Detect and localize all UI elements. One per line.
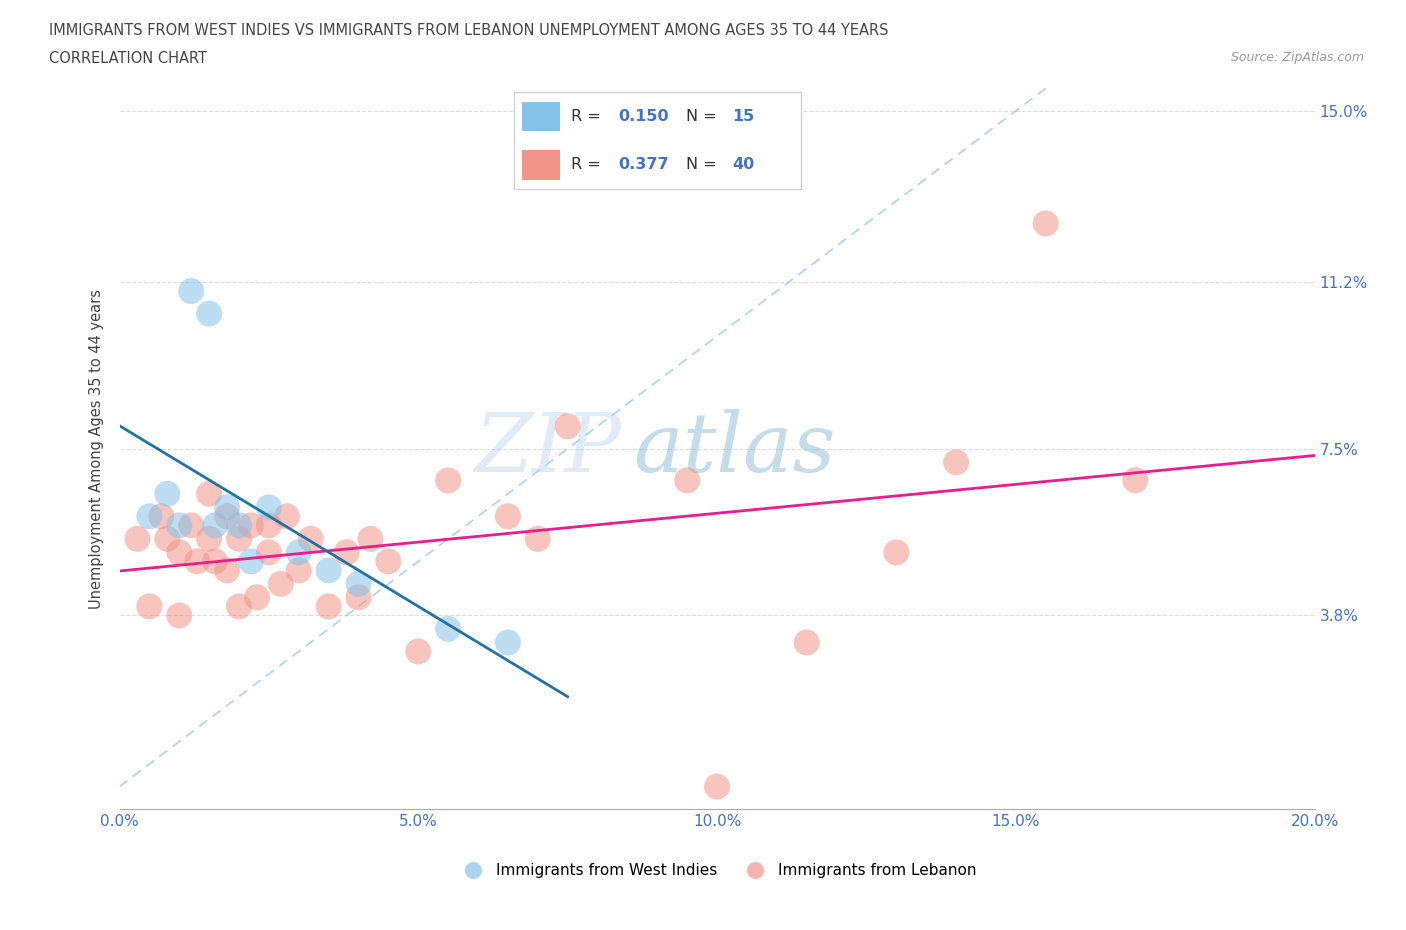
Point xyxy=(198,531,221,546)
Point xyxy=(270,577,292,591)
Point xyxy=(228,531,250,546)
Point xyxy=(198,486,221,501)
Point xyxy=(299,531,322,546)
Point xyxy=(676,472,699,487)
Point xyxy=(239,554,263,569)
Point xyxy=(287,545,309,560)
Point xyxy=(138,599,160,614)
Point xyxy=(437,621,460,636)
Text: IMMIGRANTS FROM WEST INDIES VS IMMIGRANTS FROM LEBANON UNEMPLOYMENT AMONG AGES 3: IMMIGRANTS FROM WEST INDIES VS IMMIGRANT… xyxy=(49,23,889,38)
Point xyxy=(204,554,226,569)
Legend: Immigrants from West Indies, Immigrants from Lebanon: Immigrants from West Indies, Immigrants … xyxy=(451,857,983,884)
Point xyxy=(169,545,191,560)
Text: 15: 15 xyxy=(733,109,754,124)
Point xyxy=(945,455,967,470)
Point xyxy=(186,554,208,569)
Point xyxy=(360,531,382,546)
Point xyxy=(169,518,191,533)
Point xyxy=(156,486,179,501)
Point xyxy=(217,499,239,514)
Point xyxy=(347,590,370,604)
Text: N =: N = xyxy=(686,109,721,124)
Text: atlas: atlas xyxy=(633,408,835,489)
Point xyxy=(180,284,202,299)
Text: 0.377: 0.377 xyxy=(619,157,669,172)
Point xyxy=(527,531,550,546)
Point xyxy=(287,563,309,578)
Point xyxy=(217,563,239,578)
Bar xyxy=(523,101,560,131)
Text: ZIP: ZIP xyxy=(475,408,621,489)
Point xyxy=(1035,216,1057,231)
Point xyxy=(246,590,269,604)
Y-axis label: Unemployment Among Ages 35 to 44 years: Unemployment Among Ages 35 to 44 years xyxy=(89,288,104,609)
Point xyxy=(557,418,579,433)
Point xyxy=(496,509,519,524)
Point xyxy=(706,779,728,794)
Point xyxy=(150,509,173,524)
Point xyxy=(257,499,280,514)
Text: 0.150: 0.150 xyxy=(619,109,669,124)
Text: 40: 40 xyxy=(733,157,754,172)
Point xyxy=(127,531,149,546)
Point xyxy=(198,306,221,321)
Point xyxy=(228,599,250,614)
Point xyxy=(169,608,191,623)
Point xyxy=(318,563,340,578)
Point xyxy=(239,518,263,533)
Text: CORRELATION CHART: CORRELATION CHART xyxy=(49,51,207,66)
Point xyxy=(138,509,160,524)
Text: R =: R = xyxy=(571,109,606,124)
Text: R =: R = xyxy=(571,157,606,172)
Point xyxy=(217,509,239,524)
Point xyxy=(347,577,370,591)
Point xyxy=(204,518,226,533)
Point xyxy=(228,518,250,533)
Point xyxy=(180,518,202,533)
Point xyxy=(377,554,399,569)
Point xyxy=(496,635,519,650)
Text: Source: ZipAtlas.com: Source: ZipAtlas.com xyxy=(1230,51,1364,64)
Point xyxy=(257,545,280,560)
Bar xyxy=(523,151,560,179)
Point xyxy=(408,644,430,658)
Point xyxy=(437,472,460,487)
Point xyxy=(156,531,179,546)
Point xyxy=(276,509,298,524)
Point xyxy=(1125,472,1147,487)
Point xyxy=(796,635,818,650)
Point xyxy=(886,545,908,560)
Point xyxy=(336,545,357,560)
Text: N =: N = xyxy=(686,157,721,172)
Point xyxy=(257,518,280,533)
Point xyxy=(318,599,340,614)
